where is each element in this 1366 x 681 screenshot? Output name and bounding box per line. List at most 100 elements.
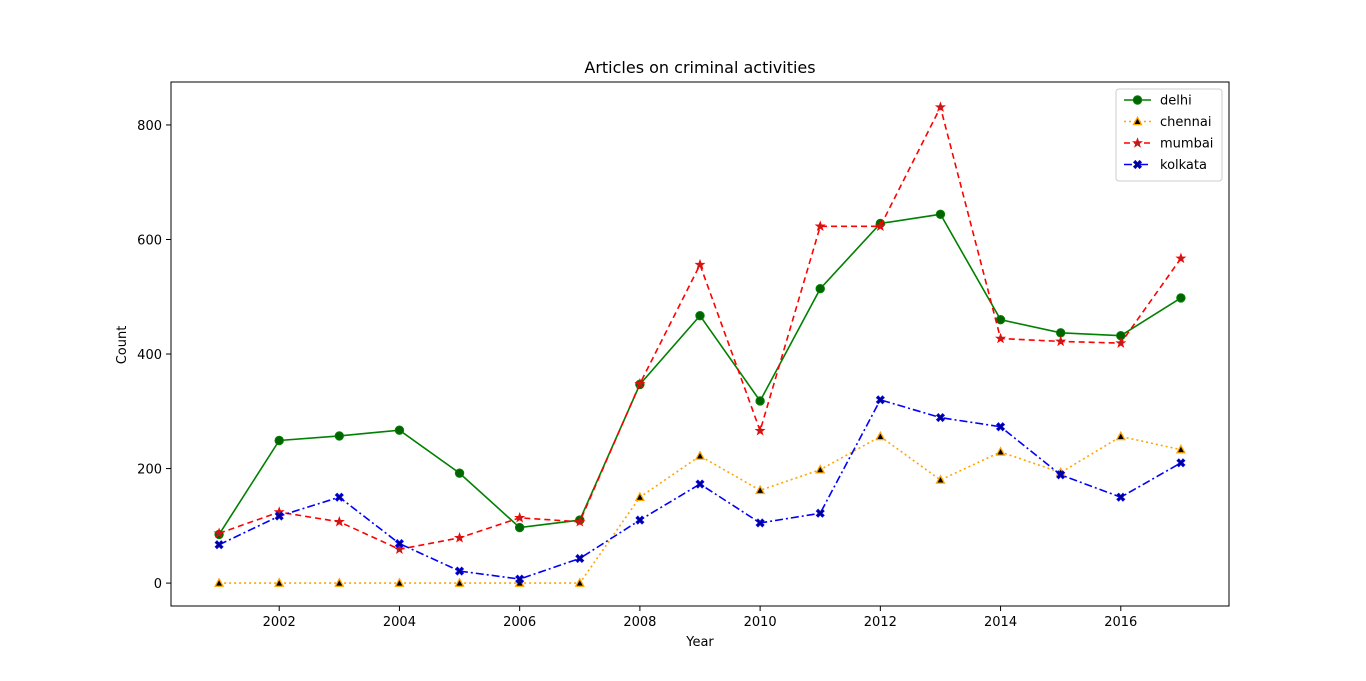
data-point-delhi bbox=[815, 284, 825, 294]
data-point-mumbai bbox=[874, 220, 886, 232]
data-point-mumbai bbox=[454, 532, 466, 543]
x-tick-label: 2012 bbox=[864, 615, 897, 630]
data-point-mumbai bbox=[1175, 252, 1187, 264]
series-chennai bbox=[214, 430, 1186, 587]
data-point-kolkata bbox=[454, 566, 465, 576]
data-point-kolkata bbox=[394, 539, 404, 549]
x-axis: 2002 2004 2006 2008 2010 2012 2014 2016 bbox=[263, 606, 1137, 630]
x-tick-label: 2006 bbox=[503, 615, 536, 630]
series-kolkata bbox=[214, 395, 1186, 584]
data-point-kolkata bbox=[1056, 470, 1066, 480]
series-layer bbox=[213, 101, 1187, 587]
x-tick-label: 2002 bbox=[263, 615, 296, 630]
data-point-delhi bbox=[394, 425, 405, 435]
legend-label-delhi: delhi bbox=[1160, 94, 1192, 109]
data-point-mumbai bbox=[333, 516, 345, 527]
y-tick-label: 600 bbox=[137, 233, 162, 248]
data-point-kolkata bbox=[996, 422, 1006, 432]
y-tick-label: 0 bbox=[154, 577, 162, 592]
data-point-mumbai bbox=[694, 258, 706, 270]
data-point-chennai bbox=[394, 577, 405, 587]
data-point-delhi bbox=[274, 435, 284, 446]
data-point-chennai bbox=[634, 491, 645, 501]
data-point-mumbai bbox=[213, 527, 225, 538]
data-point-kolkata bbox=[274, 511, 284, 521]
legend-label-chennai: chennai bbox=[1160, 115, 1211, 130]
legend-label-mumbai: mumbai bbox=[1160, 137, 1213, 152]
data-point-delhi bbox=[454, 468, 465, 478]
legend-marker-chennai bbox=[1132, 115, 1143, 126]
y-tick-label: 400 bbox=[137, 348, 162, 363]
data-point-delhi bbox=[935, 209, 946, 219]
chart-title: Articles on criminal activities bbox=[584, 58, 815, 77]
data-point-kolkata bbox=[935, 413, 946, 423]
legend-item-mumbai: mumbai bbox=[1124, 137, 1213, 152]
legend-marker-delhi bbox=[1132, 95, 1143, 105]
data-point-chennai bbox=[334, 577, 345, 587]
data-point-mumbai bbox=[995, 332, 1007, 344]
data-point-chennai bbox=[995, 446, 1006, 456]
series-line-mumbai bbox=[218, 104, 1182, 551]
data-point-kolkata bbox=[1176, 458, 1186, 468]
data-point-mumbai bbox=[1055, 335, 1067, 347]
data-point-mumbai bbox=[574, 516, 586, 527]
series-mumbai bbox=[213, 101, 1187, 554]
data-point-mumbai bbox=[393, 543, 405, 554]
data-point-delhi bbox=[1176, 293, 1186, 303]
data-point-chennai bbox=[755, 484, 766, 495]
data-point-kolkata bbox=[875, 395, 885, 405]
legend-marker-mumbai bbox=[1131, 137, 1144, 148]
data-point-chennai bbox=[1175, 444, 1186, 454]
x-tick-label: 2004 bbox=[383, 615, 416, 630]
data-point-kolkata bbox=[515, 574, 525, 584]
plot-frame bbox=[170, 81, 1230, 607]
data-point-chennai bbox=[694, 450, 706, 460]
y-tick-label: 800 bbox=[137, 119, 162, 134]
x-tick-label: 2016 bbox=[1104, 615, 1137, 630]
legend-marker-kolkata bbox=[1132, 159, 1143, 170]
data-point-chennai bbox=[574, 577, 585, 587]
data-point-chennai bbox=[454, 577, 465, 587]
data-point-mumbai bbox=[934, 101, 946, 112]
legend-item-delhi: delhi bbox=[1124, 94, 1192, 109]
data-point-delhi bbox=[695, 310, 705, 321]
data-point-mumbai bbox=[814, 220, 826, 232]
data-point-chennai bbox=[815, 464, 826, 474]
data-point-kolkata bbox=[755, 518, 765, 528]
data-point-delhi bbox=[995, 314, 1006, 325]
x-axis-label: Year bbox=[685, 635, 714, 650]
data-point-kolkata bbox=[1116, 492, 1126, 502]
legend-item-chennai: chennai bbox=[1124, 115, 1211, 130]
y-tick-label: 200 bbox=[137, 463, 162, 478]
legend: delhi chennai mumbai kolkata bbox=[1115, 88, 1223, 182]
x-tick-label: 2010 bbox=[744, 615, 777, 630]
legend-label-kolkata: kolkata bbox=[1160, 158, 1207, 173]
y-axis: 0 200 400 600 800 bbox=[137, 119, 171, 592]
data-point-delhi bbox=[755, 396, 765, 406]
data-point-kolkata bbox=[695, 479, 705, 489]
data-point-mumbai bbox=[514, 512, 526, 523]
data-point-delhi bbox=[334, 431, 345, 441]
data-point-kolkata bbox=[334, 492, 344, 502]
y-axis-label: Count bbox=[115, 326, 130, 365]
data-point-kolkata bbox=[575, 553, 585, 564]
x-tick-label: 2008 bbox=[623, 615, 656, 630]
data-point-mumbai bbox=[1115, 337, 1127, 348]
data-point-mumbai bbox=[634, 377, 646, 389]
data-point-kolkata bbox=[815, 508, 825, 518]
data-point-kolkata bbox=[635, 515, 645, 525]
plot-area bbox=[170, 81, 1230, 607]
legend-box bbox=[1115, 88, 1223, 182]
legend-item-kolkata: kolkata bbox=[1124, 158, 1207, 173]
data-point-chennai bbox=[274, 577, 285, 587]
data-point-kolkata bbox=[214, 540, 224, 550]
series-line-kolkata bbox=[218, 398, 1182, 580]
x-tick-label: 2014 bbox=[984, 615, 1017, 630]
data-point-chennai bbox=[1115, 430, 1126, 441]
data-point-chennai bbox=[875, 430, 886, 441]
data-point-chennai bbox=[935, 474, 946, 484]
data-point-mumbai bbox=[754, 424, 766, 436]
data-point-delhi bbox=[514, 522, 525, 533]
data-point-chennai bbox=[214, 577, 225, 587]
